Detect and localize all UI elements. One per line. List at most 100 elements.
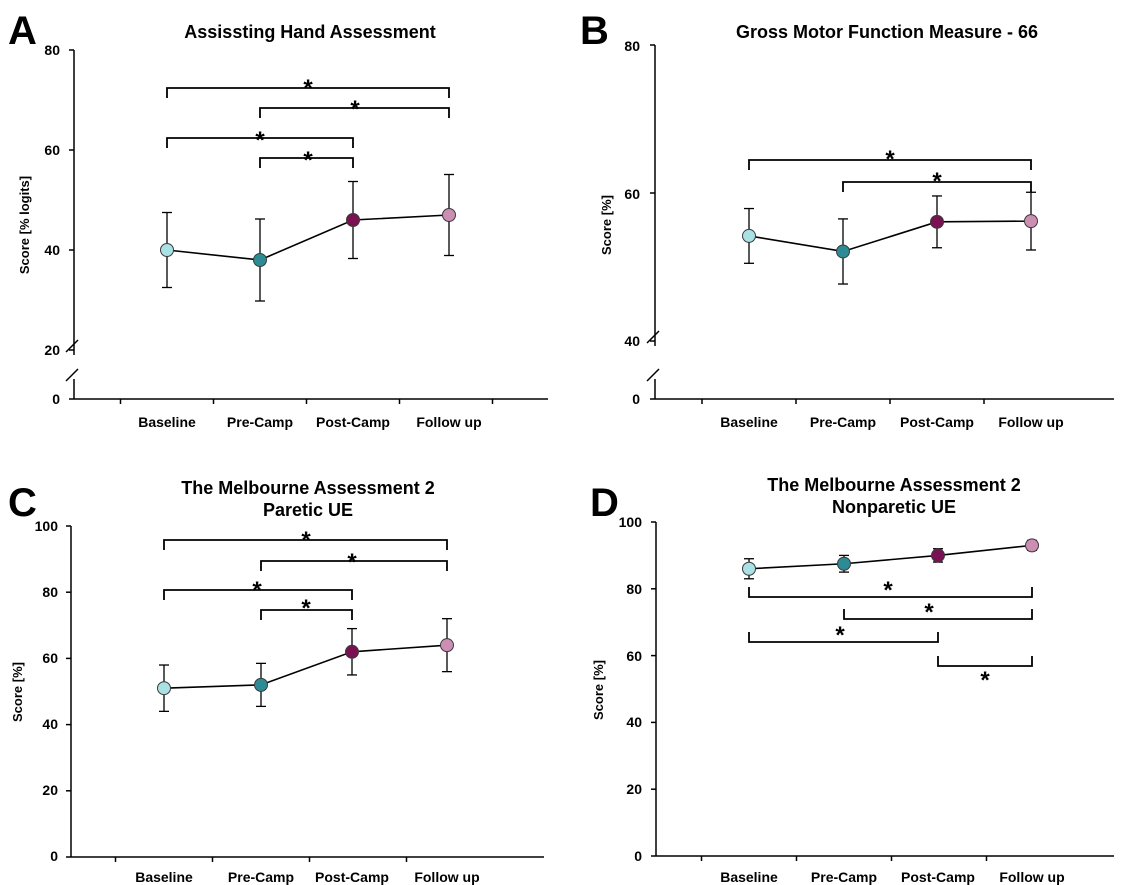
panel-d-sig-star: * xyxy=(924,599,934,626)
panel-d-y-tick-label: 40 xyxy=(626,714,642,730)
panel-a-x-label: Post-Camp xyxy=(316,414,390,430)
panel-b-axes xyxy=(646,44,1114,404)
panel-c-y-tick-label: 0 xyxy=(50,848,58,864)
panel-d-axes xyxy=(651,521,1114,861)
panel-d-data-point xyxy=(837,556,851,571)
panel-c-letter: C xyxy=(8,481,37,525)
panel-a-data-point xyxy=(346,213,360,227)
panel-c-y-tick-label: 100 xyxy=(35,518,59,534)
panel-c-y-tick-label: 40 xyxy=(42,716,58,732)
panel-a-sig-bracket xyxy=(259,107,450,118)
panel-d-data-point xyxy=(1025,538,1039,553)
panel-d-sig-star: * xyxy=(883,577,893,604)
panel-b-y-tick-label: 0 xyxy=(632,391,640,407)
panel-a-axes xyxy=(65,49,548,404)
panel-a-sig-bracket xyxy=(166,87,450,98)
panel-b-title: Gross Motor Function Measure - 66 xyxy=(736,22,1038,42)
panel-d-y-tick-label: 0 xyxy=(634,848,642,864)
panel-c-data-point xyxy=(440,638,454,653)
panel-a-sig-bracket xyxy=(259,157,354,168)
panel-a-x-labels: Baseline Pre-Camp Post-Camp Follow up xyxy=(138,414,481,430)
panel-b-x-labels: Baseline Pre-Camp Post-Camp Follow up xyxy=(720,414,1063,430)
panel-b-data-point xyxy=(930,214,944,229)
panel-d: D The Melbourne Assessment 2 Nonparetic … xyxy=(590,475,1114,885)
panel-b-x-label: Post-Camp xyxy=(900,414,974,430)
panel-d-sig-bracket xyxy=(937,656,1033,667)
panel-b-series-line xyxy=(748,220,1032,253)
panel-d-sig-bracket xyxy=(748,587,1033,598)
panel-d-series xyxy=(742,538,1039,667)
panel-a-letter: A xyxy=(8,9,37,53)
panel-c-x-label: Post-Camp xyxy=(315,869,389,885)
panel-d-y-tick-label: 60 xyxy=(626,648,642,664)
panel-c-y-tick-label: 80 xyxy=(42,584,58,600)
panel-c-axes xyxy=(66,525,544,862)
panel-c-title-line2: Paretic UE xyxy=(263,500,353,520)
panel-b-data-point xyxy=(1024,214,1038,229)
panel-c-sig-bracket xyxy=(163,589,353,600)
panel-a-x-label: Pre-Camp xyxy=(227,414,293,430)
panel-c-sig-bracket xyxy=(163,539,448,550)
panel-c-x-label: Follow up xyxy=(414,869,479,885)
panel-a-series xyxy=(160,87,456,302)
panel-b: B Gross Motor Function Measure - 66 Scor… xyxy=(580,9,1114,430)
panel-c-data-point xyxy=(157,681,171,696)
panel-a-sig-star: * xyxy=(350,96,360,123)
panel-d-y-tick-label: 80 xyxy=(626,581,642,597)
panel-b-y-tick-label: 40 xyxy=(624,333,640,349)
panel-a-axis-break-mark xyxy=(65,368,79,382)
panel-b-series xyxy=(742,159,1038,285)
panel-d-sig-star: * xyxy=(980,667,990,694)
panel-d-sig-bracket xyxy=(748,632,939,643)
panel-c-x-label: Pre-Camp xyxy=(228,869,294,885)
panel-c-y-axis-title: Score [%] xyxy=(10,662,25,722)
panel-b-y-tick-label: 60 xyxy=(624,186,640,202)
panel-d-y-tick-label: 20 xyxy=(626,781,642,797)
panel-d-y-axis-title: Score [%] xyxy=(591,660,606,720)
panel-d-sig-star: * xyxy=(835,622,845,649)
panel-c: C The Melbourne Assessment 2 Paretic UE … xyxy=(8,478,544,885)
panel-b-significance: * * xyxy=(885,146,942,195)
panel-b-x-label: Pre-Camp xyxy=(810,414,876,430)
panel-b-data-point xyxy=(836,244,850,259)
panel-d-series-line xyxy=(748,544,1033,570)
panel-c-series-line xyxy=(163,644,448,689)
panel-d-x-label: Pre-Camp xyxy=(811,869,877,885)
panel-a-data-point xyxy=(160,243,174,257)
panel-d-data-point xyxy=(742,561,756,576)
panel-a-axis-break-mark xyxy=(65,339,79,353)
panel-b-y-tick-label: 80 xyxy=(624,38,640,54)
panel-c-series xyxy=(157,539,454,713)
panel-b-data-point xyxy=(742,228,756,243)
panel-c-y-tick-label: 60 xyxy=(42,650,58,666)
panel-c-y-tick-label: 20 xyxy=(42,782,58,798)
panel-a-y-tick-label: 60 xyxy=(44,142,60,158)
panel-c-title: The Melbourne Assessment 2 xyxy=(181,478,434,498)
panel-d-y-ticks: 100 80 60 40 20 0 xyxy=(619,514,643,864)
panel-d-letter: D xyxy=(590,481,619,525)
panel-d-y-tick-label: 100 xyxy=(619,514,643,530)
panel-c-y-ticks: 100 80 60 40 20 0 xyxy=(35,518,59,864)
panel-b-y-ticks: 80 60 40 0 xyxy=(624,38,640,407)
panel-c-x-labels: Baseline Pre-Camp Post-Camp Follow up xyxy=(135,869,479,885)
panel-a-y-axis-title: Score [% logits] xyxy=(17,176,32,274)
panel-a: A Assissting Hand Assessment Score [% lo… xyxy=(8,9,548,430)
panel-a-series-line xyxy=(166,214,450,261)
panel-a-y-tick-label: 20 xyxy=(44,342,60,358)
panel-d-x-label: Follow up xyxy=(999,869,1064,885)
panel-a-x-label: Baseline xyxy=(138,414,196,430)
panel-d-sig-bracket xyxy=(843,609,1033,620)
panel-c-sig-bracket xyxy=(260,609,353,620)
panel-b-sig-bracket xyxy=(842,181,1032,192)
panel-a-sig-star: * xyxy=(303,147,313,174)
panel-b-axis-break-mark xyxy=(646,330,660,344)
panel-b-axis-break-mark xyxy=(646,368,660,382)
panel-b-letter: B xyxy=(580,9,609,53)
panel-a-y-ticks: 80 60 40 20 0 xyxy=(44,42,60,407)
panel-b-y-axis-title: Score [%] xyxy=(599,195,614,255)
panel-c-sig-star: * xyxy=(301,595,311,622)
panel-d-x-label: Post-Camp xyxy=(901,869,975,885)
panel-d-title-line2: Nonparetic UE xyxy=(832,497,956,517)
panel-c-data-point xyxy=(254,677,268,692)
